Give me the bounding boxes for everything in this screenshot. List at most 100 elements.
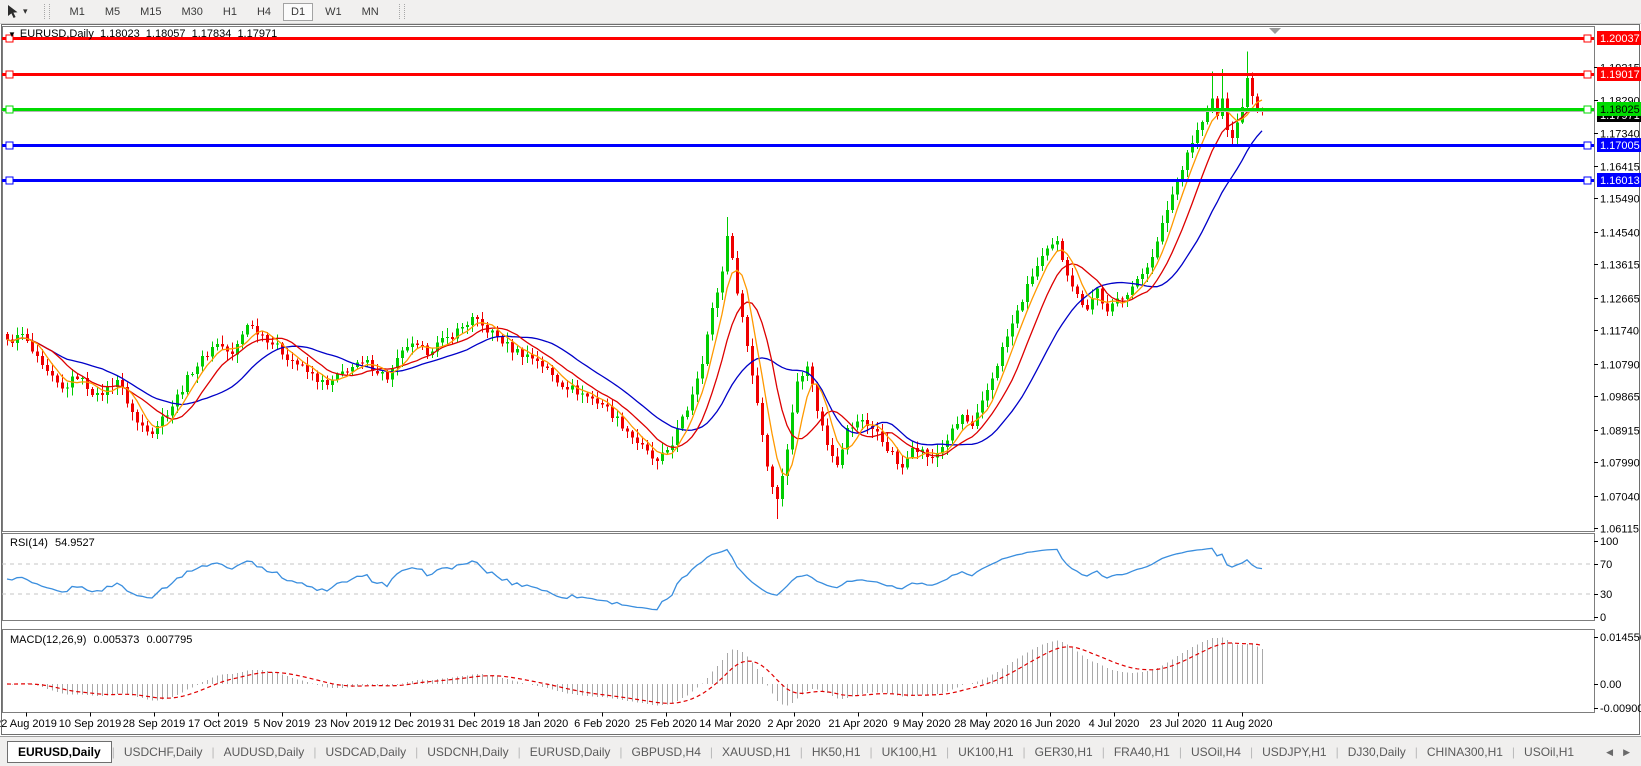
chart-tab-eurusd-daily[interactable]: EURUSD,Daily	[529, 745, 611, 759]
timeframe-button-m30[interactable]: M30	[181, 5, 203, 18]
level-handle[interactable]	[1583, 105, 1592, 114]
chart-tab-xauusd-h1[interactable]: XAUUSD,H1	[722, 745, 791, 759]
level-handle[interactable]	[5, 141, 14, 150]
svg-text:1.17005: 1.17005	[1600, 140, 1640, 152]
chart-tab-hk50-h1[interactable]: HK50,H1	[811, 745, 861, 759]
chart-tab-audusd-daily[interactable]: AUDUSD,Daily	[223, 745, 305, 759]
tab-separator: |	[1249, 745, 1254, 759]
timeframe-button-w1[interactable]: W1	[325, 5, 342, 18]
chart-tab-usoil-h4[interactable]: USOil,H4	[1190, 745, 1241, 759]
svg-text:1.08915: 1.08915	[1600, 426, 1640, 438]
level-price-label[interactable]	[1597, 173, 1641, 187]
timeframe-button-h1[interactable]: H1	[222, 5, 237, 18]
chart-tab-uk100-h1[interactable]: UK100,H1	[958, 745, 1014, 759]
svg-text:1.16415: 1.16415	[1600, 162, 1640, 174]
chart-tab-uk100-h1[interactable]: UK100,H1	[881, 745, 938, 759]
chart-shift-marker-icon[interactable]	[1269, 28, 1281, 34]
level-handle[interactable]	[1583, 141, 1592, 150]
svg-text:1.07040: 1.07040	[1600, 492, 1640, 504]
tab-separator: |	[415, 745, 419, 759]
dropdown-caret-icon[interactable]: ▾	[23, 6, 28, 16]
chart-canvas[interactable]: 1.192151.182901.173401.164151.154901.145…	[0, 0, 1641, 736]
chart-tab-fra40-h1[interactable]: FRA40,H1	[1113, 745, 1170, 759]
title-dropdown-icon[interactable]: ▼	[8, 30, 16, 39]
chart-tab-gbpusd-h4[interactable]: GBPUSD,H4	[631, 745, 701, 759]
level-handle[interactable]	[5, 105, 14, 114]
svg-text:1.13615: 1.13615	[1600, 260, 1640, 272]
date-axis[interactable]: 22 Aug 2019 10 Sep 2019 28 Sep 2019 17 Oct …	[0, 712, 1273, 731]
svg-text:11 Aug 2020: 11 Aug 2020	[1212, 718, 1273, 730]
pane-borders	[2, 26, 1595, 713]
svg-text:6 Feb 2020: 6 Feb 2020	[574, 718, 630, 730]
toolbar-grip	[43, 4, 50, 19]
svg-text:1.18025: 1.18025	[1600, 104, 1640, 116]
svg-text:1.07990: 1.07990	[1600, 458, 1640, 470]
tab-separator: |	[1101, 745, 1105, 759]
svg-text:28 Sep 2019: 28 Sep 2019	[123, 718, 185, 730]
tab-separator: |	[111, 745, 115, 759]
chart-tab-china300-h1[interactable]: CHINA300,H1	[1426, 745, 1503, 759]
level-price-label[interactable]	[1597, 67, 1641, 81]
svg-text:1.12665: 1.12665	[1600, 294, 1640, 306]
timeframe-button-m15[interactable]: M15	[140, 5, 162, 18]
ma-slow-line	[6, 130, 1263, 446]
ma-fast-line	[6, 99, 1263, 477]
tab-separator: |	[1335, 745, 1339, 759]
svg-text:4 Jul 2020: 4 Jul 2020	[1089, 718, 1140, 730]
ohlc-close: 1.17971	[237, 28, 278, 40]
chart-tab-usoil-h1[interactable]: USOil,H1	[1524, 745, 1575, 759]
tab-separator: |	[211, 745, 215, 759]
level-handle[interactable]	[5, 176, 14, 185]
svg-text:28 May 2020: 28 May 2020	[954, 718, 1018, 730]
chart-tab-eurusd-daily[interactable]: EURUSD,Daily	[7, 741, 112, 763]
chart-window-frame	[1, 24, 1640, 735]
svg-text:1.17340: 1.17340	[1600, 129, 1640, 141]
chart-title: ▼ EURUSD,Daily 1.18023 1.18057 1.17834 1.…	[8, 28, 280, 40]
svg-text:0.00: 0.00	[1600, 679, 1621, 691]
macd-main-value: 0.005373	[93, 634, 140, 646]
macd-signal-line	[6, 642, 1263, 704]
svg-text:1.09865: 1.09865	[1600, 392, 1640, 404]
tab-scroll-right-icon[interactable]: ▶	[1623, 746, 1630, 757]
tab-separator: |	[709, 745, 714, 759]
level-handle[interactable]	[5, 34, 14, 43]
tab-separator: |	[869, 745, 873, 759]
chart-tab-usdchf-daily[interactable]: USDCHF,Daily	[123, 745, 203, 759]
price-axis[interactable]: 1.192151.182901.173401.164151.154901.145…	[1594, 63, 1640, 536]
tab-scroll-left-icon[interactable]: ◀	[1606, 746, 1614, 757]
svg-text:100: 100	[1600, 536, 1618, 548]
svg-text:1.10790: 1.10790	[1600, 360, 1640, 372]
svg-text:0: 0	[1600, 612, 1606, 624]
svg-text:1.20037: 1.20037	[1600, 33, 1640, 45]
cursor-tool-button[interactable]: ▾	[0, 4, 34, 19]
svg-text:1.16013: 1.16013	[1600, 175, 1640, 187]
chart-tab-dj30-daily[interactable]: DJ30,Daily	[1347, 745, 1406, 759]
top-toolbar: ▾ M1 M5 M15 M30 H1 H4 D1 W1 MN	[0, 0, 1641, 24]
timeframe-button-m1[interactable]: M1	[69, 5, 85, 18]
chart-tab-usdcnh-daily[interactable]: USDCNH,Daily	[427, 745, 509, 759]
chart-tab-usdcad-daily[interactable]: USDCAD,Daily	[325, 745, 407, 759]
svg-text:1.14540: 1.14540	[1600, 228, 1640, 240]
timeframe-button-mn[interactable]: MN	[361, 5, 379, 18]
chart-symbol-period: EURUSD,Daily	[19, 28, 94, 40]
level-handle[interactable]	[1583, 70, 1592, 79]
level-price-label[interactable]	[1597, 102, 1641, 116]
timeframe-button-h4[interactable]: H4	[256, 5, 272, 18]
chart-tab-ger30-h1[interactable]: GER30,H1	[1034, 745, 1093, 759]
timeframe-button-group: M1 M5 M15 M30 H1 H4 D1 W1 MN	[60, 2, 389, 21]
chart-tab-usdjpy-h1[interactable]: USDJPY,H1	[1262, 745, 1327, 759]
svg-text:70: 70	[1600, 559, 1612, 571]
svg-text:25 Feb 2020: 25 Feb 2020	[635, 718, 697, 730]
svg-text:22 Aug 2019: 22 Aug 2019	[0, 718, 57, 730]
timeframe-button-m5[interactable]: M5	[104, 5, 121, 18]
level-handle[interactable]	[1583, 176, 1592, 185]
rsi-value: 54.9527	[54, 537, 95, 549]
level-price-label[interactable]	[1597, 138, 1641, 152]
level-handle[interactable]	[1583, 34, 1592, 43]
timeframe-button-d1[interactable]: D1	[283, 2, 314, 21]
level-price-label[interactable]	[1597, 31, 1641, 45]
toolbar-grip	[398, 4, 405, 19]
svg-text:30: 30	[1600, 589, 1612, 601]
level-handle[interactable]	[5, 70, 14, 79]
rsi-axis: 100 70 30 0	[1594, 536, 1618, 624]
